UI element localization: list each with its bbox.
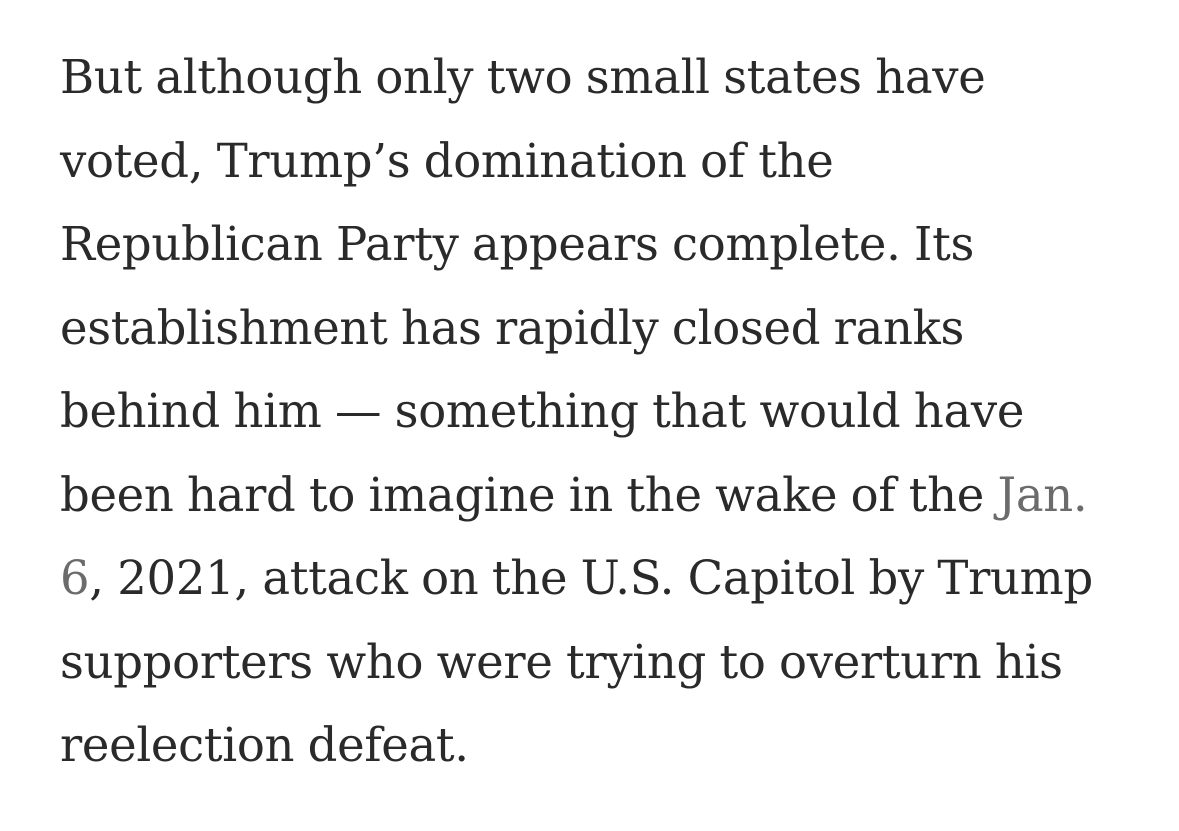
paragraph-line: establishment has rapidly closed ranks	[60, 300, 965, 355]
paragraph-line: reelection defeat.	[60, 718, 469, 772]
paragraph-line: supporters who were trying to overturn h…	[60, 634, 1063, 689]
paragraph-line: been hard to imagine in the wake of the …	[60, 454, 1140, 538]
paragraph-line-text: been hard to imagine in the wake of the	[60, 467, 998, 522]
article-paragraph: But although only two small states have …	[60, 36, 1140, 788]
paragraph-line-text: , 2021, attack on the U.S. Capitol by Tr…	[89, 551, 1093, 605]
paragraph-line: voted, Trump’s domination of the	[60, 133, 834, 188]
jan-6-link[interactable]: Jan.	[997, 467, 1088, 522]
paragraph-line: 6, 2021, attack on the U.S. Capitol by T…	[60, 537, 1140, 621]
paragraph-line: behind him — something that would have	[60, 384, 1025, 438]
jan-6-link-continued[interactable]: 6	[60, 551, 90, 605]
paragraph-line: But although only two small states have	[60, 50, 986, 104]
paragraph-line: Republican Party appears complete. Its	[60, 217, 975, 271]
